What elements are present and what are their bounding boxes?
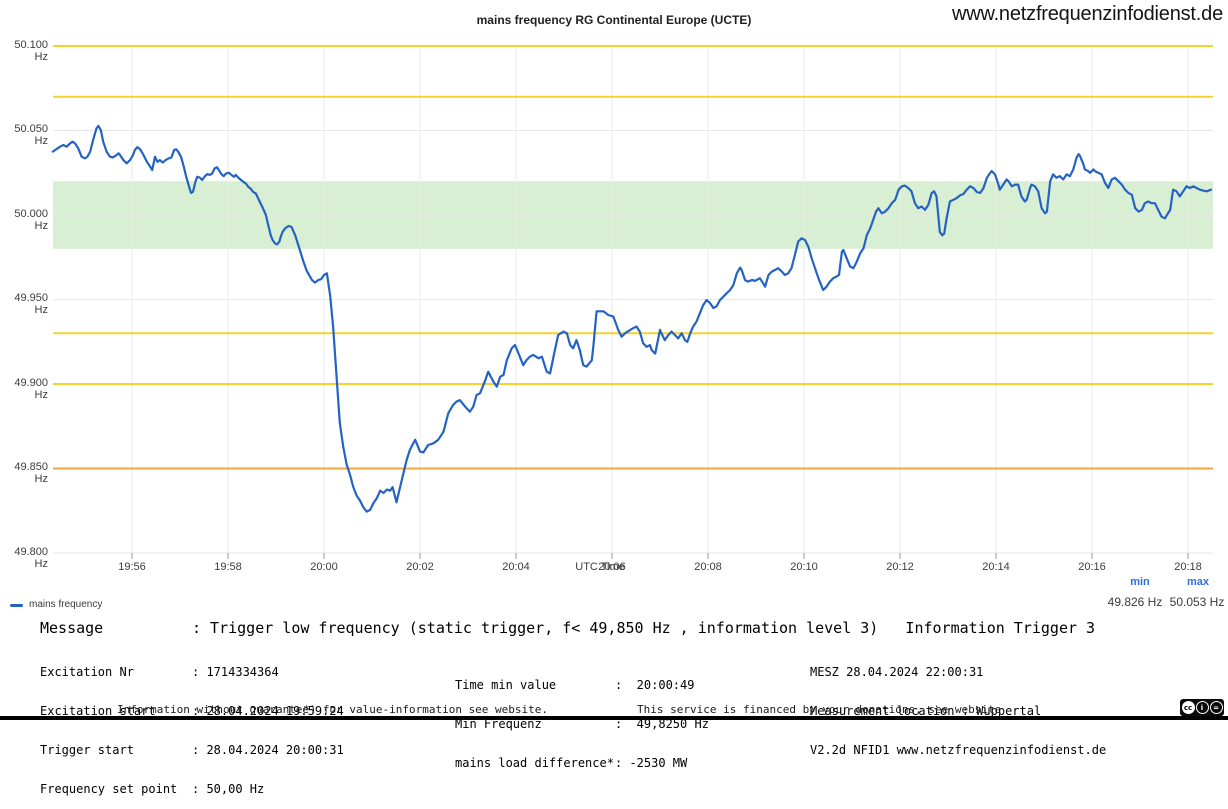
info-row: Frequency set point: 50,00 Hz (40, 782, 265, 796)
info-column-left: Excitation Nr: 1714334364 Excitation sta… (40, 640, 344, 809)
y-tick-label: 50.000 Hz (14, 208, 48, 232)
website-link[interactable]: www.netzfrequenzinfodienst.de (951, 3, 1223, 25)
x-tick-label: 20:00 (310, 561, 338, 573)
message-label: Message (40, 619, 104, 637)
y-tick-label: 49.850 Hz (14, 461, 48, 485)
netzfrequenz-chart-page: { "header": { "chart_title": "mains freq… (0, 3, 1228, 796)
x-tick-label: 20:02 (406, 561, 434, 573)
min-label: min (1130, 576, 1150, 588)
x-tick-label: 20:06 (598, 561, 626, 573)
legend-label: mains frequency (29, 599, 103, 610)
message-value: : Trigger low frequency (static trigger,… (192, 619, 1096, 637)
info-row: Excitation start: 28.04.2024 19:59:24 (40, 704, 344, 718)
series-color-dash-icon (10, 603, 23, 607)
x-axis-title: UTC Time (575, 561, 625, 573)
x-tick-label: 20:10 (790, 561, 818, 573)
x-tick-label: 20:08 (694, 561, 722, 573)
info-row: Excitation Nr: 1714334364 (40, 665, 279, 679)
max-value: 50.053 Hz (1169, 595, 1225, 609)
footer-disclaimer: Information without guarantee (117, 703, 310, 716)
info-row: V2.2d NFID1 www.netzfrequenzinfodienst.d… (810, 743, 1107, 757)
y-tick-label: 49.900 Hz (14, 377, 48, 401)
info-row: Time min value: 20:00:49 (455, 678, 695, 692)
cc-icon: cc (1181, 701, 1195, 714)
x-tick-label: 20:14 (982, 561, 1010, 573)
x-tick-label: 20:12 (886, 561, 914, 573)
x-tick-label: 20:04 (502, 561, 530, 573)
y-tick-label: 50.100 Hz (14, 39, 48, 63)
bottom-bar (0, 716, 1228, 720)
footer-value-info: *) for value-information see website. (303, 703, 549, 716)
y-tick-label: 49.800 Hz (14, 546, 48, 570)
x-tick-label: 19:56 (118, 561, 146, 573)
x-tick-label: 20:16 (1078, 561, 1106, 573)
y-tick-label: 50.050 Hz (14, 123, 48, 147)
min-value: 49.826 Hz (1107, 595, 1163, 609)
x-tick-label: 19:58 (214, 561, 242, 573)
cc-license-badge[interactable]: cc i = (1180, 699, 1224, 716)
info-row: Trigger start: 28.04.2024 20:00:31 (40, 743, 344, 757)
frequency-chart (51, 45, 1213, 559)
info-row: mains load difference*: -2530 MW (455, 756, 688, 770)
legend: mains frequency (10, 599, 102, 610)
max-label: max (1186, 576, 1210, 588)
x-tick-label: 20:18 (1174, 561, 1202, 573)
y-tick-label: 49.950 Hz (14, 292, 48, 316)
info-row: Measurement location : Wuppertal (810, 704, 1042, 718)
chart-title: mains frequency RG Continental Europe (U… (476, 13, 752, 27)
info-row: MESZ 28.04.2024 22:00:31 (810, 665, 984, 679)
attribution-icon: i (1195, 701, 1209, 714)
footer-donation-note: This service is financed by your donatio… (637, 703, 1002, 716)
nd-icon: = (1209, 701, 1223, 714)
trigger-message-row: Message : Trigger low frequency (static t… (40, 619, 1095, 637)
